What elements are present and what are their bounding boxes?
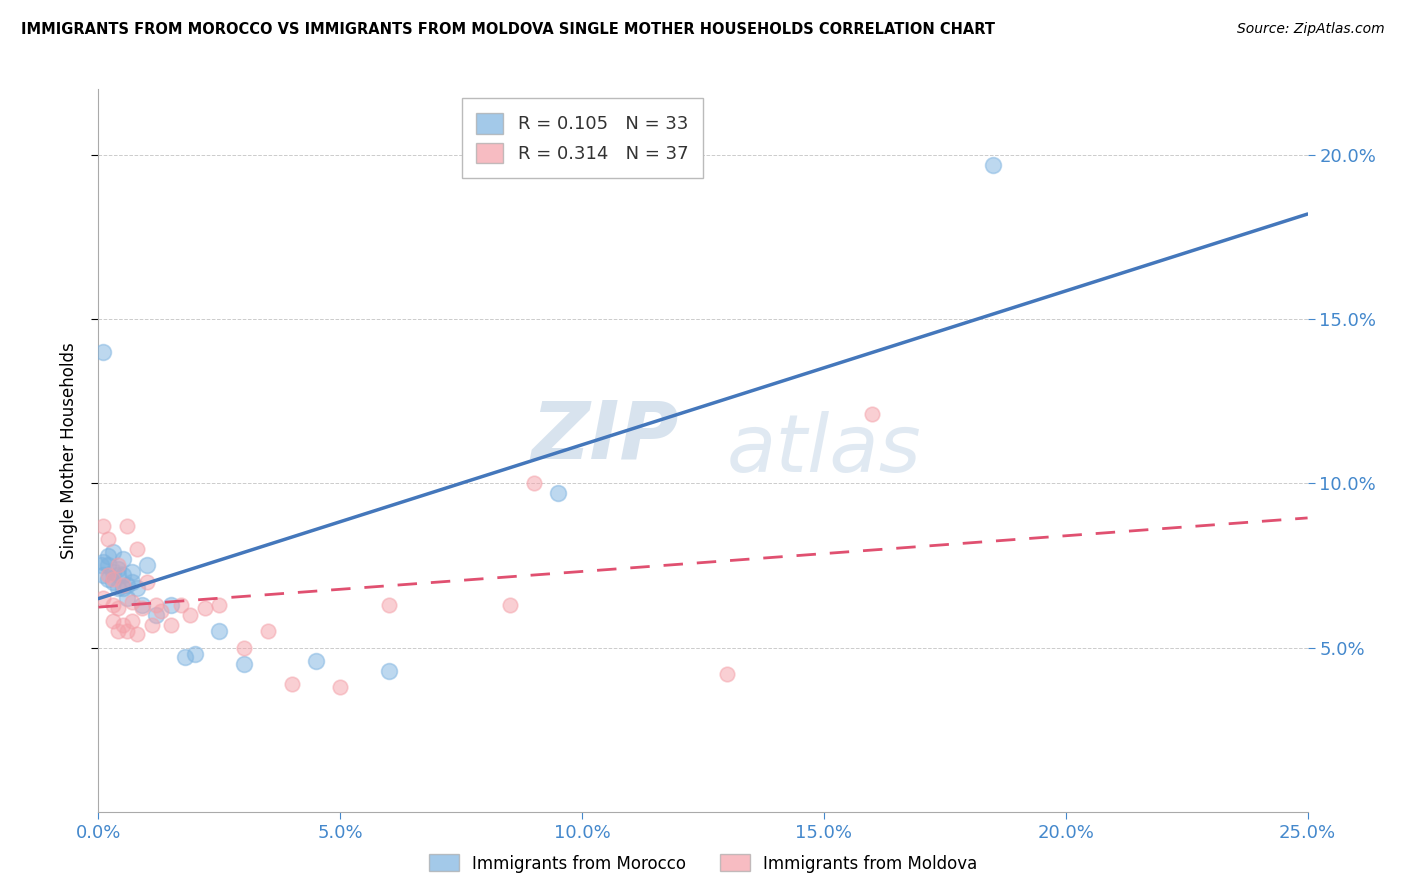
Point	[91, 568, 114, 582]
Point	[498, 598, 520, 612]
Point	[111, 578, 134, 592]
Point	[256, 624, 278, 639]
Point	[135, 558, 157, 573]
Point	[101, 565, 124, 579]
Point	[179, 607, 201, 622]
Point	[90, 558, 112, 573]
Legend: R = 0.105   N = 33, R = 0.314   N = 37: R = 0.105 N = 33, R = 0.314 N = 37	[461, 98, 703, 178]
Point	[101, 545, 124, 559]
Point	[716, 666, 738, 681]
Text: atlas: atlas	[727, 411, 922, 490]
Point	[127, 582, 149, 596]
Text: Source: ZipAtlas.com: Source: ZipAtlas.com	[1237, 22, 1385, 37]
Point	[91, 345, 114, 359]
Point	[121, 594, 143, 608]
Point	[107, 624, 129, 639]
Point	[860, 407, 883, 421]
Point	[145, 598, 167, 612]
Point	[111, 582, 134, 596]
Point	[117, 624, 139, 639]
Point	[101, 574, 124, 589]
Point	[377, 664, 399, 678]
Point	[97, 549, 120, 563]
Point	[127, 627, 149, 641]
Point	[305, 654, 328, 668]
Point	[97, 568, 120, 582]
Point	[101, 572, 124, 586]
Point	[97, 532, 120, 546]
Point	[91, 519, 114, 533]
Point	[107, 562, 129, 576]
Point	[208, 598, 231, 612]
Point	[107, 601, 129, 615]
Point	[97, 572, 120, 586]
Legend: Immigrants from Morocco, Immigrants from Moldova: Immigrants from Morocco, Immigrants from…	[422, 847, 984, 880]
Point	[97, 558, 120, 573]
Point	[131, 601, 153, 615]
Point	[329, 680, 352, 694]
Point	[145, 607, 167, 622]
Point	[121, 614, 143, 628]
Point	[281, 676, 304, 690]
Point	[160, 617, 183, 632]
Point	[981, 158, 1004, 172]
Point	[232, 657, 254, 671]
Point	[150, 604, 173, 618]
Point	[107, 558, 129, 573]
Point	[135, 574, 157, 589]
Point	[117, 591, 139, 606]
Point	[121, 565, 143, 579]
Point	[117, 578, 139, 592]
Point	[107, 568, 129, 582]
Point	[111, 551, 134, 566]
Text: ZIP: ZIP	[531, 397, 679, 475]
Point	[131, 598, 153, 612]
Point	[547, 486, 569, 500]
Point	[174, 650, 197, 665]
Y-axis label: Single Mother Households: Single Mother Households	[59, 343, 77, 558]
Point	[232, 640, 254, 655]
Point	[91, 591, 114, 606]
Text: IMMIGRANTS FROM MOROCCO VS IMMIGRANTS FROM MOLDOVA SINGLE MOTHER HOUSEHOLDS CORR: IMMIGRANTS FROM MOROCCO VS IMMIGRANTS FR…	[21, 22, 995, 37]
Point	[111, 617, 134, 632]
Point	[208, 624, 231, 639]
Point	[111, 568, 134, 582]
Point	[160, 598, 183, 612]
Point	[127, 541, 149, 556]
Point	[117, 519, 139, 533]
Point	[101, 614, 124, 628]
Point	[169, 598, 191, 612]
Point	[141, 617, 163, 632]
Point	[523, 476, 546, 491]
Point	[107, 582, 129, 596]
Point	[184, 647, 207, 661]
Point	[101, 598, 124, 612]
Point	[91, 555, 114, 569]
Point	[194, 601, 217, 615]
Point	[121, 574, 143, 589]
Point	[377, 598, 399, 612]
